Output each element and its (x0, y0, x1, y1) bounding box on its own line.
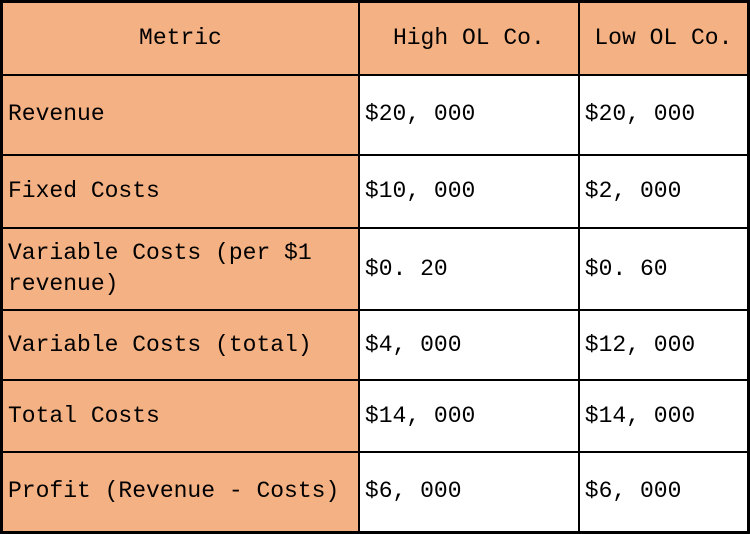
table-row-total-costs: Total Costs $14, 000 $14, 000 (0, 379, 750, 453)
value-cell-high: $14, 000 (357, 379, 580, 453)
header-row: Metric High OL Co. Low OL Co. (0, 0, 750, 76)
metric-cell: Profit (Revenue - Costs) (0, 450, 360, 534)
column-header-metric: Metric (0, 0, 360, 76)
value-cell-low: $6, 000 (577, 450, 750, 534)
table-row-profit: Profit (Revenue - Costs) $6, 000 $6, 000 (0, 450, 750, 534)
value-cell-low: $2, 000 (577, 154, 750, 230)
metric-cell: Total Costs (0, 379, 360, 453)
value-cell-low: $12, 000 (577, 309, 750, 382)
value-cell-high: $10, 000 (357, 154, 580, 230)
value-cell-high: $4, 000 (357, 309, 580, 382)
column-header-low-ol: Low OL Co. (577, 0, 750, 76)
value-cell-low: $14, 000 (577, 379, 750, 453)
metric-cell: Revenue (0, 73, 360, 157)
table-row-variable-costs-per-dollar: Variable Costs (per $1 revenue) $0. 20 $… (0, 227, 750, 312)
metric-cell: Variable Costs (total) (0, 309, 360, 382)
value-cell-low: $20, 000 (577, 73, 750, 157)
value-cell-high: $6, 000 (357, 450, 580, 534)
metric-cell: Variable Costs (per $1 revenue) (0, 227, 360, 312)
value-cell-high: $0. 20 (357, 227, 580, 312)
metric-cell: Fixed Costs (0, 154, 360, 230)
value-cell-low: $0. 60 (577, 227, 750, 312)
table-row-fixed-costs: Fixed Costs $10, 000 $2, 000 (0, 154, 750, 230)
column-header-high-ol: High OL Co. (357, 0, 580, 76)
table-row-variable-costs-total: Variable Costs (total) $4, 000 $12, 000 (0, 309, 750, 382)
table-row-revenue: Revenue $20, 000 $20, 000 (0, 73, 750, 157)
value-cell-high: $20, 000 (357, 73, 580, 157)
